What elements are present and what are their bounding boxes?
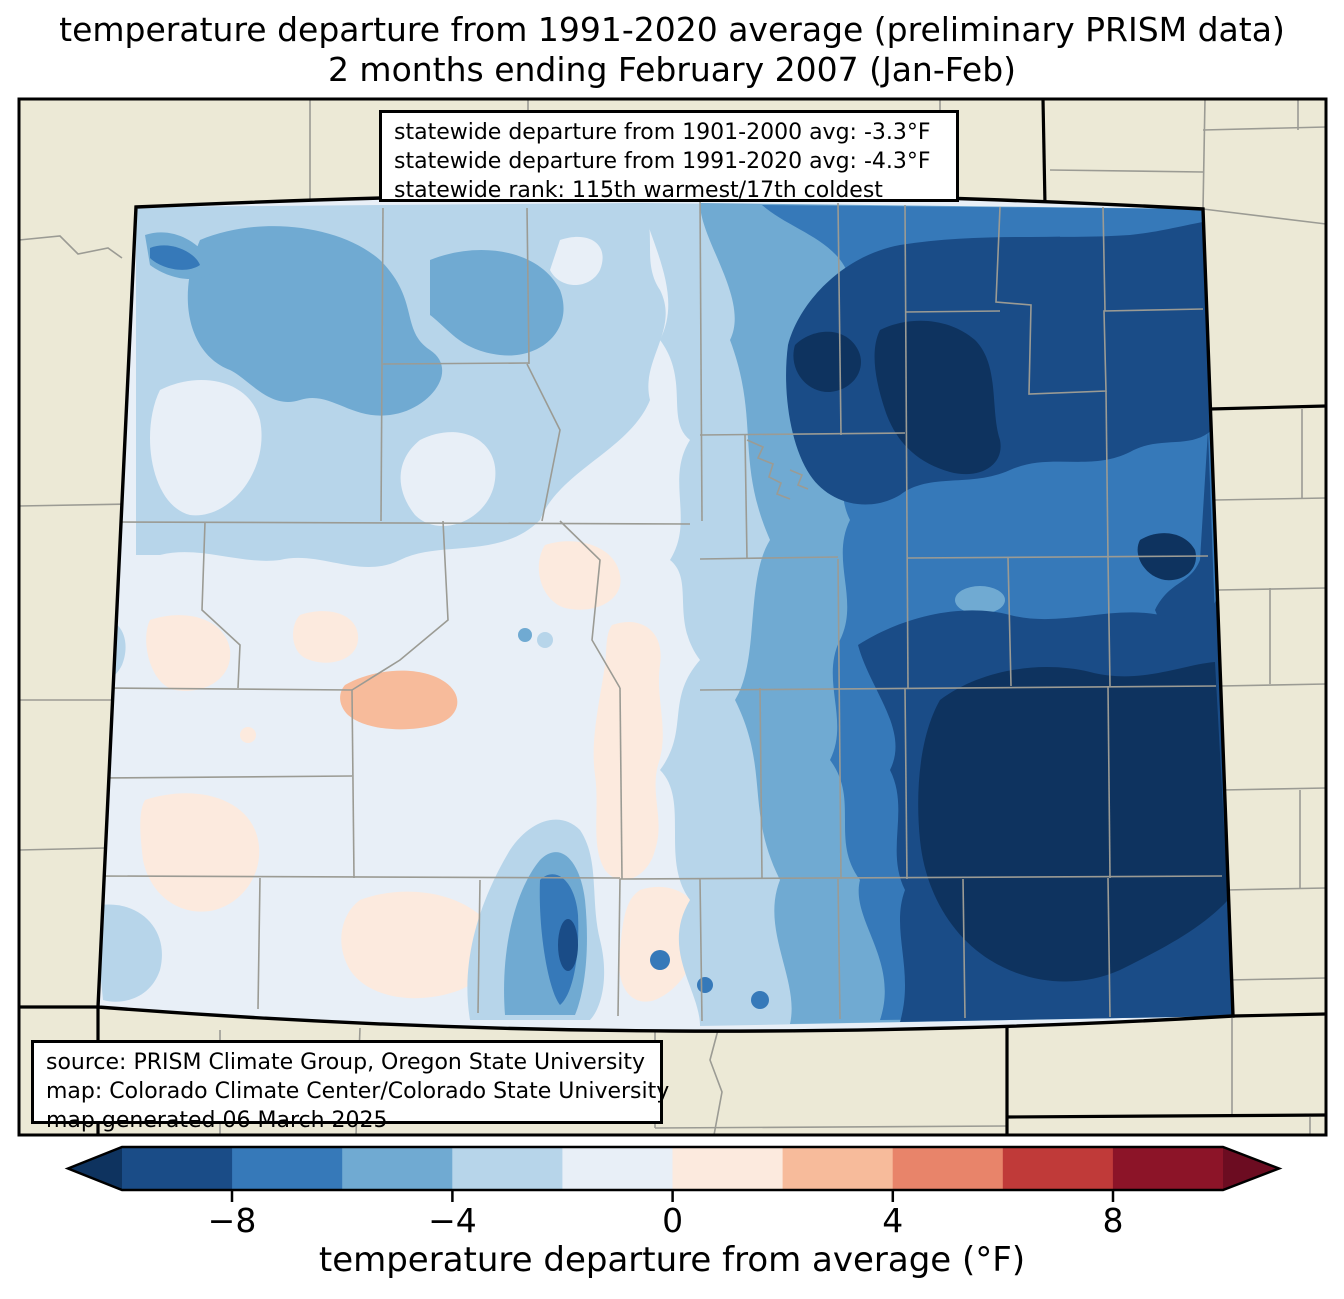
colorbar-tick-label: 4	[882, 1201, 904, 1240]
colorbar-tick-label: 8	[1102, 1201, 1124, 1240]
source-line: source: PRISM Climate Group, Oregon Stat…	[46, 1050, 646, 1075]
colorbar-segment	[342, 1147, 453, 1190]
neighbor-state-borders	[19, 99, 1326, 1135]
map-plot-area	[19, 99, 1326, 1135]
colorbar-segment	[892, 1147, 1004, 1190]
figure-title-line2: 2 months ending February 2007 (Jan-Feb)	[327, 50, 1017, 89]
map-credit-line: map: Colorado Climate Center/Colorado St…	[46, 1079, 670, 1104]
colorbar-segment	[672, 1147, 784, 1190]
stats-line-1991-2020: statewide departure from 1991-2020 avg: …	[394, 149, 931, 174]
colorbar-under-arrow	[68, 1147, 122, 1190]
colorbar	[64, 1145, 1283, 1202]
colorbar-segment	[562, 1147, 674, 1190]
colorbar-segment	[122, 1147, 233, 1190]
colorado-county-lines	[98, 196, 1223, 1022]
colorbar-axis-label: temperature departure from average (°F)	[318, 1240, 1026, 1280]
colorbar-segment	[452, 1147, 563, 1190]
stats-line-1901-2000: statewide departure from 1901-2000 avg: …	[394, 120, 931, 145]
colorbar-segment	[1112, 1147, 1224, 1190]
stats-line-rank: statewide rank: 115th warmest/17th colde…	[394, 178, 883, 203]
colorbar-tick-label: 0	[662, 1201, 684, 1240]
colorbar-segment	[1002, 1147, 1114, 1190]
colorbar-segment	[782, 1147, 894, 1190]
colorbar-over-arrow	[1223, 1147, 1279, 1190]
contour-fills	[98, 194, 1233, 1032]
source-box: source: PRISM Climate Group, Oregon Stat…	[31, 1040, 670, 1133]
colorbar-segment	[232, 1147, 343, 1190]
colorbar-tick-label: −8	[207, 1201, 257, 1240]
statewide-stats-box: statewide departure from 1901-2000 avg: …	[379, 110, 959, 203]
figure-title-line1: temperature departure from 1991-2020 ave…	[59, 10, 1285, 49]
colorbar-tick-label: −4	[428, 1201, 477, 1240]
map-generated-line: map generated 06 March 2025	[46, 1108, 388, 1133]
plot-frame	[17, 97, 1328, 1137]
colorbar-outline	[64, 1145, 1283, 1192]
